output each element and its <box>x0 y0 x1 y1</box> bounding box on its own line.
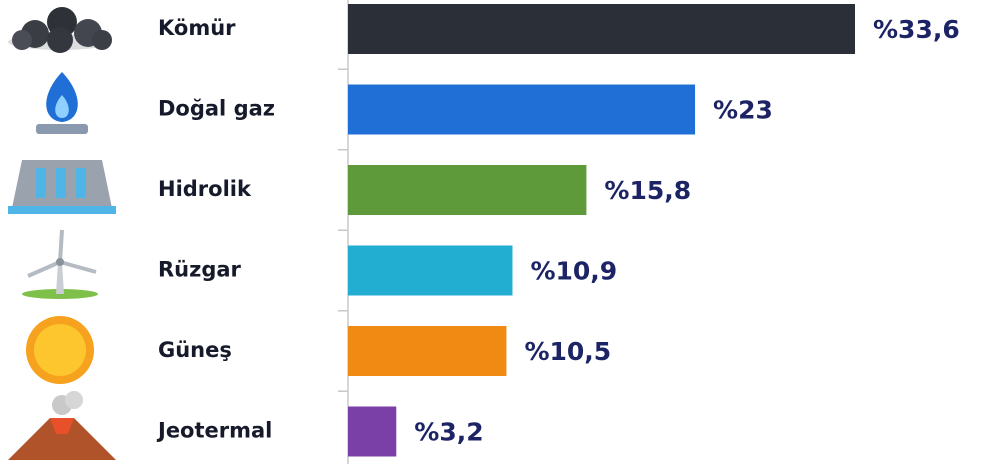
bar <box>348 246 512 296</box>
chart: Kömür %33,6 Doğal gaz %23 Hidrolik %15,8 Rüzga… <box>0 0 986 464</box>
coal-icon <box>8 7 112 53</box>
bar <box>348 407 396 457</box>
value-label: %10,5 <box>524 337 611 366</box>
value-label: %10,9 <box>530 257 617 286</box>
dam-icon <box>8 160 116 214</box>
category-label: Rüzgar <box>158 258 242 282</box>
wind-icon <box>22 230 98 299</box>
category-label: Jeotermal <box>156 419 272 443</box>
value-label: %33,6 <box>873 15 960 44</box>
category-label: Hidrolik <box>158 177 252 201</box>
value-label: %23 <box>713 96 773 125</box>
plot: Kömür %33,6 Doğal gaz %23 Hidrolik %15,8 Rüzga… <box>156 4 960 457</box>
category-label: Doğal gaz <box>158 97 275 121</box>
gas-icon <box>36 72 88 134</box>
sun-icon <box>26 316 94 384</box>
value-label: %3,2 <box>414 418 483 447</box>
bar <box>348 326 506 376</box>
icons <box>8 7 116 460</box>
bar <box>348 4 855 54</box>
category-label: Güneş <box>158 338 232 362</box>
volcano-icon <box>8 391 116 460</box>
value-label: %15,8 <box>604 176 691 205</box>
bar <box>348 165 586 215</box>
bar <box>348 85 695 135</box>
category-label: Kömür <box>158 16 236 40</box>
